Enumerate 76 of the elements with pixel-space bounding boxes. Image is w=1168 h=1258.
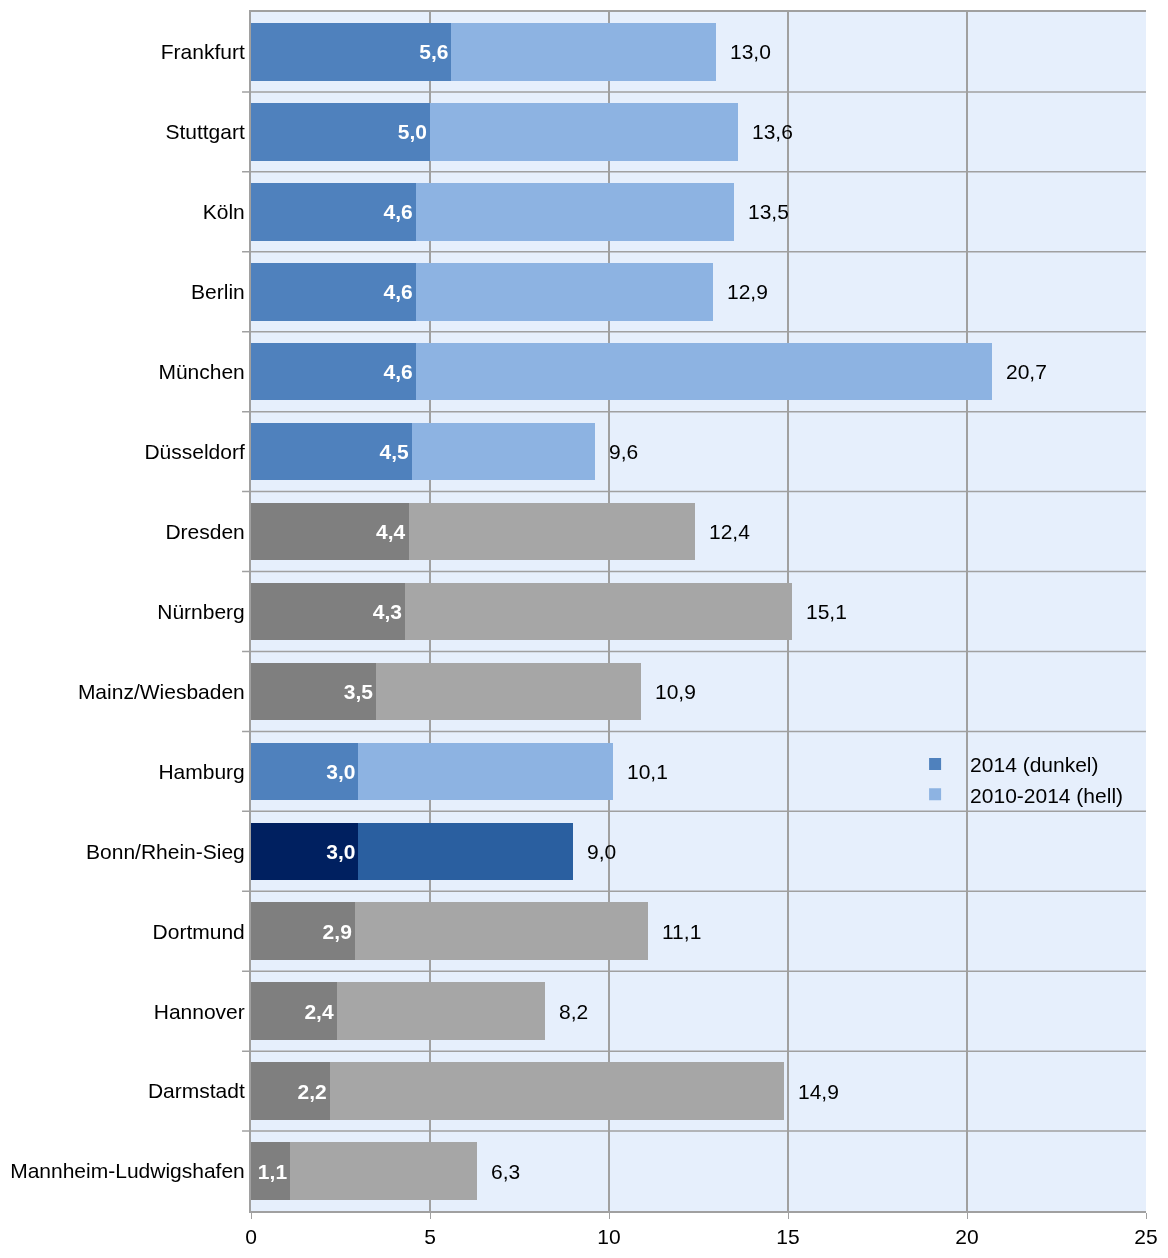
data-label: 3,5 — [343, 679, 374, 703]
bar — [251, 103, 430, 161]
data-label: 4,4 — [376, 520, 406, 544]
legend-label: 2010-2014 (hell) — [970, 783, 1124, 807]
y-tick-label: Nürnberg — [157, 599, 245, 623]
total-label: 10,9 — [655, 680, 696, 703]
bar — [415, 183, 735, 241]
bar — [251, 1142, 291, 1200]
total-label: 8,2 — [559, 1000, 589, 1023]
total-label: 12,4 — [709, 520, 751, 543]
bar — [251, 902, 355, 961]
data-label: 4,5 — [379, 440, 410, 464]
total-label: 9,0 — [587, 840, 617, 863]
total-label: 13,6 — [752, 120, 793, 143]
total-label: 9,6 — [609, 440, 639, 463]
y-tick-label: Berlin — [191, 280, 245, 304]
bar — [251, 582, 405, 641]
total-label: 10,1 — [627, 760, 668, 783]
bar — [251, 23, 452, 81]
y-tick-label: Stuttgart — [165, 120, 245, 144]
bar — [251, 342, 416, 401]
y-tick-label: Bonn/Rhein-Sieg — [86, 839, 245, 863]
data-label: 5,0 — [397, 120, 427, 144]
bar — [358, 822, 574, 881]
y-tick-label: Frankfurt — [160, 40, 245, 64]
y-tick-label: Darmstadt — [147, 1079, 245, 1103]
bar — [251, 422, 413, 481]
data-label: 2,4 — [304, 999, 334, 1023]
data-label: 3,0 — [326, 839, 356, 863]
x-tick-label: 25 — [1134, 1225, 1158, 1249]
bar — [415, 342, 993, 401]
y-tick-label: München — [158, 360, 245, 384]
data-label: 2,2 — [297, 1079, 327, 1103]
bar — [251, 183, 416, 241]
data-label: 5,6 — [419, 40, 449, 64]
total-label: 12,9 — [727, 280, 768, 303]
bar — [251, 982, 337, 1040]
x-tick-label: 15 — [776, 1225, 800, 1249]
data-label: 4,6 — [383, 280, 413, 304]
bar — [251, 822, 359, 881]
y-tick-label: Mainz/Wiesbaden — [77, 679, 245, 703]
x-tick-label: 5 — [424, 1225, 436, 1249]
bar — [451, 23, 717, 81]
legend-label: 2014 (dunkel) — [970, 753, 1099, 777]
y-tick-label: Dortmund — [152, 919, 245, 943]
bar — [412, 422, 595, 481]
x-tick-label: 10 — [597, 1225, 621, 1249]
total-label: 11,1 — [662, 920, 702, 943]
data-label: 4,3 — [372, 600, 402, 623]
bar — [358, 742, 613, 801]
bar — [415, 262, 713, 321]
y-tick-label: Köln — [202, 200, 245, 224]
x-tick-label: 0 — [245, 1225, 257, 1249]
y-tick-label: Dresden — [165, 519, 245, 543]
bar — [430, 103, 738, 161]
data-label: 4,6 — [383, 200, 413, 224]
total-label: 13,5 — [748, 200, 789, 223]
bar — [251, 262, 416, 321]
data-label: 1,1 — [257, 1159, 288, 1183]
data-label: 4,6 — [383, 360, 413, 384]
x-tick-label: 20 — [955, 1225, 979, 1249]
total-label: 14,9 — [798, 1080, 839, 1103]
total-label: 6,3 — [491, 1160, 521, 1183]
bar — [251, 662, 377, 721]
data-label: 2,9 — [322, 919, 352, 943]
bar — [251, 1062, 330, 1120]
y-tick-label: Hannover — [153, 999, 245, 1023]
total-label: 13,0 — [730, 40, 771, 63]
y-tick-label: Mannheim-Ludwigshafen — [10, 1159, 245, 1183]
bar — [251, 502, 409, 561]
data-label: 3,0 — [326, 759, 356, 783]
total-label: 20,7 — [1006, 360, 1047, 383]
y-tick-label: Düsseldorf — [144, 439, 245, 463]
total-label: 15,1 — [806, 600, 847, 623]
y-tick-label: Hamburg — [158, 759, 245, 783]
bar — [251, 742, 359, 801]
